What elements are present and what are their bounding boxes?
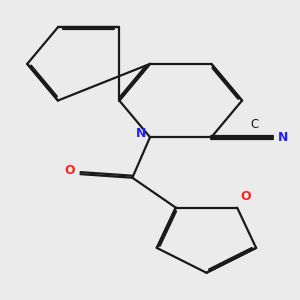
Text: O: O xyxy=(65,164,76,177)
Text: O: O xyxy=(241,190,251,203)
Text: N: N xyxy=(136,128,147,140)
Text: C: C xyxy=(250,118,259,130)
Text: N: N xyxy=(278,131,288,144)
